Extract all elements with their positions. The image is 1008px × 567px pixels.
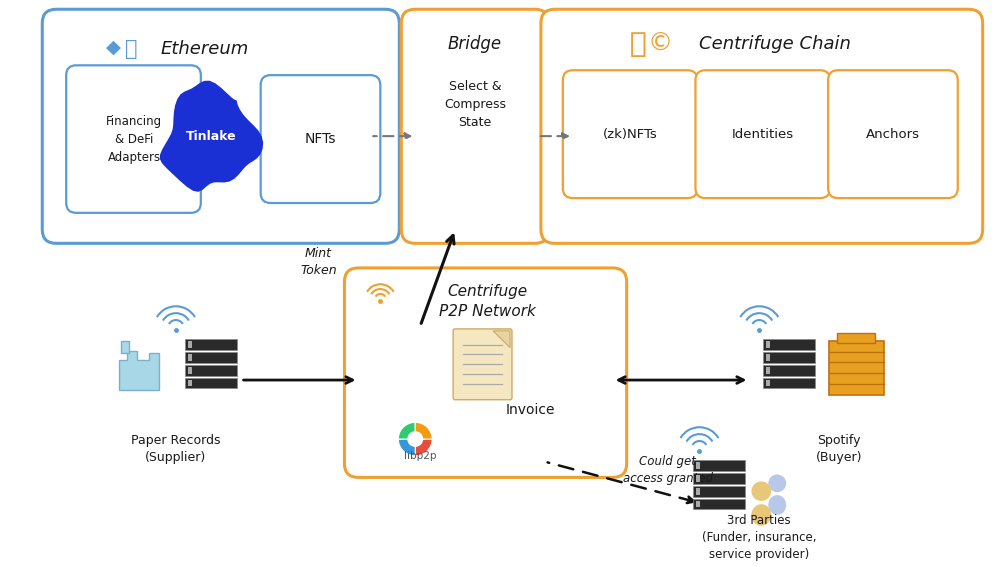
Wedge shape <box>398 439 415 456</box>
Ellipse shape <box>768 495 786 515</box>
Ellipse shape <box>751 504 771 526</box>
Polygon shape <box>160 81 263 192</box>
Text: Bridge: Bridge <box>448 35 502 53</box>
Circle shape <box>768 475 786 492</box>
FancyBboxPatch shape <box>829 70 958 198</box>
Text: Select &
Compress
State: Select & Compress State <box>445 80 506 129</box>
FancyBboxPatch shape <box>401 9 549 243</box>
Bar <box>763 365 815 375</box>
FancyBboxPatch shape <box>454 329 512 400</box>
Wedge shape <box>415 439 432 456</box>
Text: Mint
Token: Mint Token <box>300 247 337 277</box>
FancyBboxPatch shape <box>67 65 201 213</box>
Bar <box>766 341 770 348</box>
Bar <box>184 365 237 375</box>
Bar <box>837 333 875 342</box>
Text: NFTs: NFTs <box>304 132 337 146</box>
FancyBboxPatch shape <box>42 9 399 243</box>
Bar <box>694 498 745 509</box>
Text: Centrifuge Chain: Centrifuge Chain <box>700 35 852 53</box>
Polygon shape <box>493 331 510 348</box>
FancyBboxPatch shape <box>562 70 698 198</box>
Text: Ⓒ: Ⓒ <box>629 29 646 58</box>
Bar <box>697 475 701 482</box>
Bar <box>187 354 192 361</box>
Text: (zk)NFTs: (zk)NFTs <box>603 128 658 141</box>
Bar <box>763 352 815 363</box>
Polygon shape <box>119 350 159 390</box>
Bar <box>121 341 129 353</box>
Bar <box>763 339 815 350</box>
Bar <box>694 473 745 484</box>
FancyBboxPatch shape <box>261 75 380 203</box>
Wedge shape <box>398 422 415 439</box>
Bar <box>697 501 701 507</box>
Bar <box>697 462 701 469</box>
Bar <box>184 339 237 350</box>
Wedge shape <box>415 422 432 439</box>
Circle shape <box>751 481 771 501</box>
FancyBboxPatch shape <box>541 9 983 243</box>
Bar <box>766 379 770 387</box>
Text: libp2p: libp2p <box>404 451 436 461</box>
Bar <box>763 378 815 388</box>
Bar <box>766 354 770 361</box>
Bar <box>184 378 237 388</box>
Text: Spotify
(Buyer): Spotify (Buyer) <box>815 434 862 464</box>
Bar <box>694 460 745 471</box>
Text: Identities: Identities <box>732 128 794 141</box>
Text: Paper Records
(Supplier): Paper Records (Supplier) <box>131 434 221 464</box>
Bar <box>697 488 701 494</box>
FancyBboxPatch shape <box>345 268 627 477</box>
Text: Financing
& DeFi
Adapters: Financing & DeFi Adapters <box>106 115 162 164</box>
Bar <box>187 341 192 348</box>
Circle shape <box>407 431 423 447</box>
Bar <box>187 379 192 387</box>
Text: Ethereum: Ethereum <box>161 40 249 58</box>
Bar <box>187 367 192 374</box>
Bar <box>766 367 770 374</box>
FancyBboxPatch shape <box>696 70 831 198</box>
Bar <box>184 352 237 363</box>
Text: Tinlake: Tinlake <box>185 130 236 143</box>
Text: 3rd Parties
(Funder, insurance,
service provider): 3rd Parties (Funder, insurance, service … <box>702 514 816 561</box>
Bar <box>830 341 884 395</box>
Text: ⬦: ⬦ <box>125 39 137 58</box>
Text: Invoice: Invoice <box>505 403 554 417</box>
Text: Anchors: Anchors <box>866 128 920 141</box>
Text: ©: © <box>647 32 672 56</box>
Text: Centrifuge
P2P Network: Centrifuge P2P Network <box>438 284 535 319</box>
Text: Ⓒ: Ⓒ <box>629 29 646 58</box>
Text: ◆: ◆ <box>106 38 121 57</box>
Text: Could get
access granted: Could get access granted <box>623 455 713 485</box>
Bar <box>694 486 745 497</box>
